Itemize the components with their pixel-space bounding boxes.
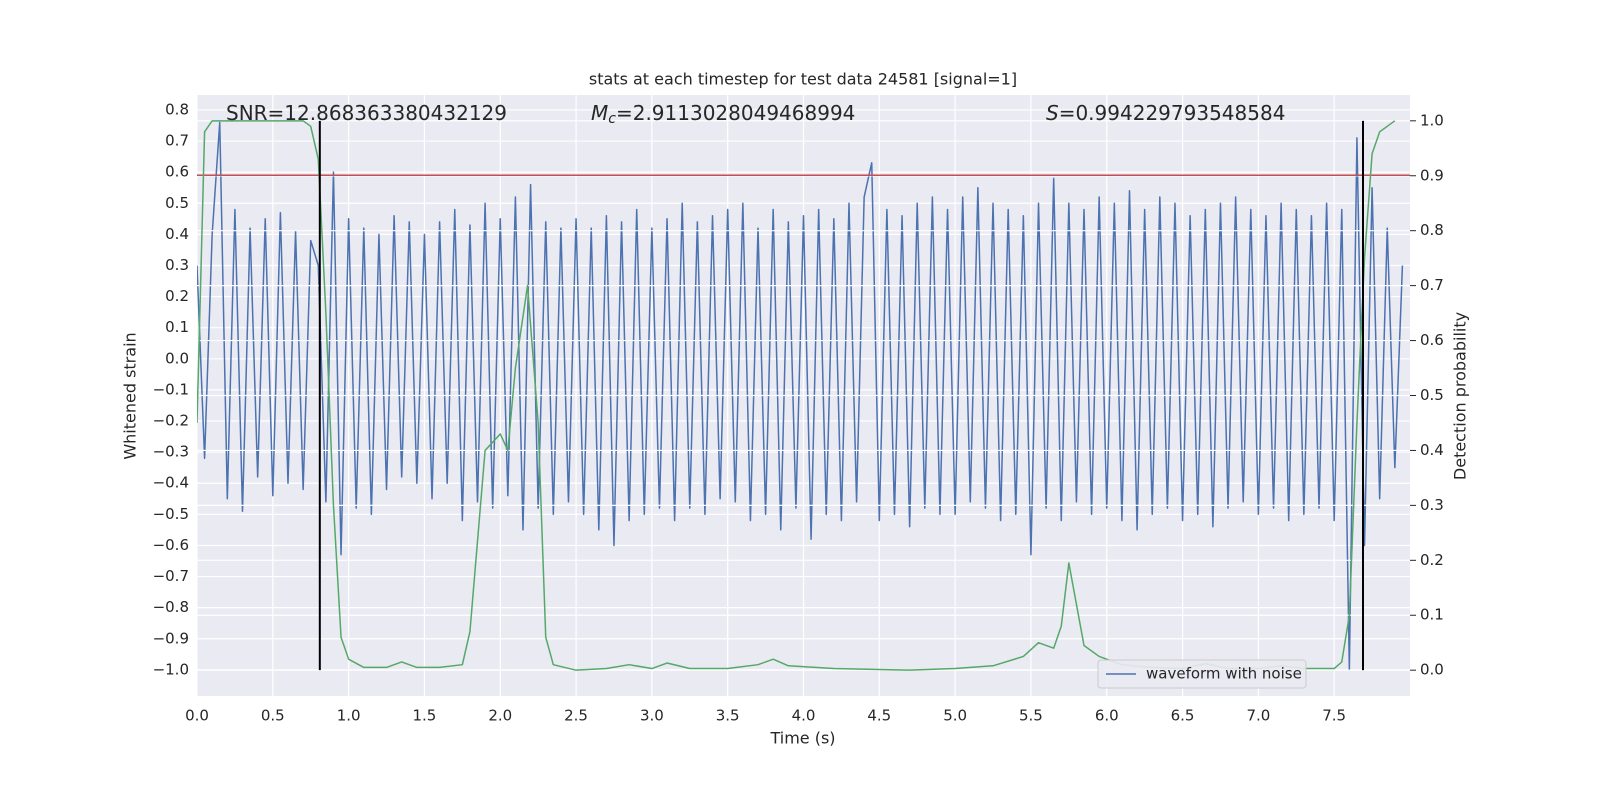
x-tick-label: 1.5 — [413, 707, 437, 725]
annotation: S=0.994229793548584 — [1046, 101, 1285, 125]
y-tick-label: 0.4 — [165, 225, 189, 243]
x-tick-label: 7.5 — [1322, 707, 1346, 725]
y2-axis-label: Detection probability — [1451, 312, 1470, 480]
annotation-text: =0.994229793548584 — [1059, 101, 1286, 125]
y-tick-label: −0.7 — [153, 567, 189, 585]
y2-tick-label: 0.1 — [1420, 606, 1444, 624]
x-tick-label: 0.5 — [261, 707, 285, 725]
annotation-symbol: M — [591, 101, 608, 125]
x-tick-label: 7.0 — [1246, 707, 1270, 725]
y-tick-label: −0.2 — [153, 412, 189, 430]
y-tick-label: 0.5 — [165, 194, 189, 212]
y-tick-label: 0.6 — [165, 163, 189, 181]
y-tick-label: 0.8 — [165, 100, 189, 118]
y-tick-label: −0.8 — [153, 598, 189, 616]
chart-title: stats at each timestep for test data 245… — [589, 70, 1017, 89]
x-tick-label: 6.0 — [1095, 707, 1119, 725]
x-tick-label: 5.0 — [943, 707, 967, 725]
y-tick-label: −0.1 — [153, 380, 189, 398]
x-tick-label: 5.5 — [1019, 707, 1043, 725]
x-tick-label: 2.0 — [488, 707, 512, 725]
plot-layer — [197, 120, 1410, 671]
y2-tick-label: 0.7 — [1420, 276, 1444, 294]
y-tick-label: 0.1 — [165, 318, 189, 336]
x-tick-label: 3.5 — [716, 707, 740, 725]
data-line — [197, 121, 1404, 671]
annotation-symbol: S — [1046, 101, 1059, 125]
legend-label: waveform with noise — [1146, 665, 1302, 683]
x-tick-label: 2.5 — [564, 707, 588, 725]
y-tick-label: −0.9 — [153, 629, 189, 647]
annotation-text: =2.9113028049468994 — [616, 101, 855, 125]
x-tick-label: 0.0 — [185, 707, 209, 725]
annotation-text: SNR=12.868363380432129 — [226, 101, 507, 125]
y-tick-label: −0.3 — [153, 443, 189, 461]
x-tick-label: 1.0 — [337, 707, 361, 725]
y-tick-label: 0.3 — [165, 256, 189, 274]
annotation: SNR=12.868363380432129 — [226, 101, 507, 125]
y2-tick-label: 0.8 — [1420, 221, 1444, 239]
y2-tick-label: 0.9 — [1420, 166, 1444, 184]
x-tick-label: 6.5 — [1171, 707, 1195, 725]
y-tick-label: 0.2 — [165, 287, 189, 305]
y2-tick-label: 0.2 — [1420, 551, 1444, 569]
y-tick-label: −0.6 — [153, 536, 189, 554]
y2-tick-label: 0.4 — [1420, 441, 1444, 459]
x-axis-label: Time (s) — [769, 729, 835, 748]
annotation-subscript: c — [608, 111, 616, 127]
y-tick-label: −0.4 — [153, 474, 189, 492]
y-tick-label: 0.0 — [165, 349, 189, 367]
y2-tick-label: 0.0 — [1420, 661, 1444, 679]
y-tick-label: −1.0 — [153, 660, 189, 678]
y-tick-label: 0.7 — [165, 132, 189, 150]
x-tick-label: 3.0 — [640, 707, 664, 725]
y2-tick-label: 0.6 — [1420, 331, 1444, 349]
y-axis-label: Whitened strain — [121, 332, 140, 459]
legend-box — [1097, 659, 1307, 689]
x-tick-label: 4.5 — [867, 707, 891, 725]
y2-tick-label: 0.5 — [1420, 386, 1444, 404]
x-tick-label: 4.0 — [792, 707, 816, 725]
y2-tick-label: 0.3 — [1420, 496, 1444, 514]
y-tick-label: −0.5 — [153, 505, 189, 523]
annotation: Mc=2.9113028049468994 — [591, 101, 855, 128]
y2-tick-label: 1.0 — [1420, 111, 1444, 129]
